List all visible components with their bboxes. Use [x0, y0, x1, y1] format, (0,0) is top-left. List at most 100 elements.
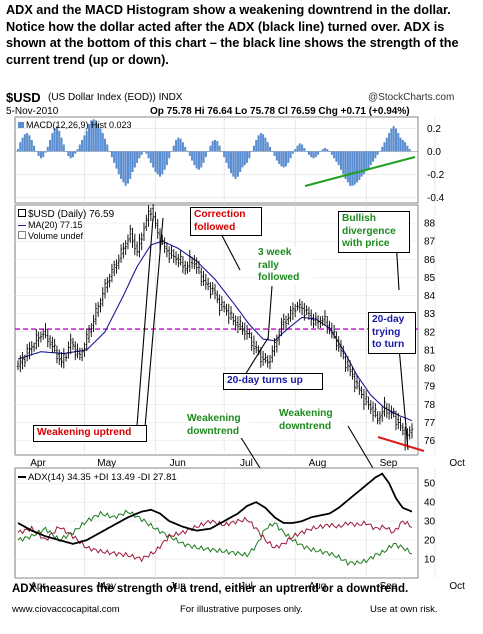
macd-histogram-bar: [168, 151, 171, 159]
macd-histogram-bar: [305, 151, 308, 152]
macd-tick-label: -0.2: [427, 170, 445, 181]
price-tick-label: 81: [424, 345, 436, 356]
macd-histogram-bar: [92, 119, 95, 152]
macd-histogram-bar: [289, 151, 292, 159]
adx-tick-label: 50: [424, 479, 436, 490]
adx-line: [17, 472, 413, 545]
macd-histogram-bar: [362, 151, 365, 175]
price-tick-label: 86: [424, 255, 436, 266]
price-tick-label: 85: [424, 273, 436, 284]
macd-histogram-bar: [323, 147, 326, 152]
macd-histogram-bar: [275, 151, 278, 161]
annotation-20day-trying: 20-day trying to turn: [368, 312, 416, 354]
macd-histogram-bar: [197, 151, 200, 170]
chart-quote: Op 75.78 Hi 76.64 Lo 75.78 Cl 76.59 Chg …: [150, 106, 410, 117]
macd-histogram-bar: [49, 139, 52, 152]
adx-grid: [15, 468, 436, 578]
macd-histogram-bar: [406, 145, 409, 152]
macd-histogram-bar: [367, 151, 370, 169]
macd-tick-label: -0.4: [427, 193, 445, 204]
macd-histogram-bar: [62, 144, 65, 152]
adx-month-label: Sep: [380, 581, 398, 592]
macd-histogram-bar: [172, 145, 175, 152]
macd-histogram-bar: [301, 144, 304, 152]
macd-histogram-bar: [71, 151, 75, 158]
macd-histogram-bar: [106, 144, 109, 152]
bullish-divergence-line: [304, 156, 416, 187]
macd-histogram-bar: [117, 151, 120, 175]
macd-histogram-bar: [358, 151, 361, 181]
macd-histogram-bar: [376, 151, 379, 155]
macd-histogram-bar: [346, 151, 349, 183]
macd-histogram-bar: [390, 128, 393, 152]
macd-histogram-bar: [133, 151, 136, 168]
macd-histogram-bar: [87, 123, 91, 152]
macd-histogram-bar: [94, 120, 97, 152]
macd-histogram-bar: [223, 151, 226, 158]
macd-legend: MACD(12,26,9) Hist 0.023: [18, 120, 132, 130]
macd-histogram-bar: [184, 146, 187, 152]
macd-histogram-bar: [165, 151, 168, 166]
price-axis-ticks: 88 87 86 85 84 83 82 81 80 79 78 77 76: [424, 219, 436, 447]
annotation-bullish-divergence: Bullish divergence with price: [338, 211, 410, 253]
price-month-label: Jun: [170, 458, 186, 469]
macd-histogram-bar: [163, 151, 166, 170]
ma-legend-item: MA(20) 77.15: [18, 220, 114, 231]
macd-histogram-bar: [369, 151, 372, 166]
macd-histogram-bar: [330, 151, 333, 155]
price-tick-label: 84: [424, 291, 436, 302]
macd-histogram-bar: [83, 135, 86, 152]
annotation-weakening-downtrend-1: Weakening downtrend: [187, 413, 249, 438]
macd-histogram-bar: [262, 134, 265, 152]
macd-histogram-bar: [218, 145, 221, 152]
adx-legend-label: ADX(14) 34.35 +DI 13.49 -DI 27.81: [28, 472, 177, 483]
macd-histogram-bar: [158, 151, 162, 177]
macd-histogram-bar: [97, 123, 100, 152]
macd-histogram-bar: [271, 151, 274, 152]
macd-histogram-bar: [209, 145, 212, 152]
macd-histogram-bar: [248, 151, 251, 159]
macd-histogram-bar: [337, 151, 340, 166]
macd-histogram-bar: [342, 151, 345, 175]
adx-tick-label: 30: [424, 517, 436, 528]
macd-histogram-bar: [374, 151, 377, 159]
macd-histogram-bar: [246, 151, 249, 163]
macd-histogram-bar: [191, 151, 194, 161]
price-tick-label: 83: [424, 309, 436, 320]
footer-risk: Use at own risk.: [370, 604, 438, 615]
macd-histogram-bar: [321, 149, 324, 152]
price-month-label: Jul: [240, 458, 253, 469]
macd-histogram-bar: [339, 151, 343, 170]
macd-histogram-bar: [181, 142, 184, 152]
volume-legend-label: Volume undef: [28, 231, 84, 241]
macd-histogram-bar: [204, 151, 207, 158]
macd-histogram-bar: [39, 151, 42, 159]
footer-caption: ADX measures the strength of a trend, ei…: [12, 583, 409, 595]
macd-histogram-bar: [307, 151, 310, 155]
adx-month-label: Aug: [309, 581, 327, 592]
macd-histogram-bar: [175, 139, 178, 152]
macd-histogram-bar: [76, 149, 79, 152]
macd-histogram-bar: [122, 151, 125, 183]
macd-histogram-bar: [140, 151, 143, 155]
minus-di-line: [17, 516, 413, 563]
header-commentary: ADX and the MACD Histogram show a weaken…: [6, 3, 459, 67]
price-tick-label: 79: [424, 382, 436, 393]
macd-histogram-bar: [108, 151, 111, 152]
macd-histogram-bar: [355, 151, 359, 183]
macd-histogram-bar: [124, 151, 127, 186]
macd-histogram-bar: [326, 149, 329, 152]
macd-histogram-bar: [278, 151, 281, 165]
macd-histogram-bar: [19, 142, 22, 152]
macd-histogram-bar: [55, 126, 58, 152]
macd-histogram-bar: [353, 151, 356, 185]
macd-histogram-bar: [177, 137, 180, 152]
price-tick-label: 78: [424, 400, 436, 411]
macd-tick-label: 0.2: [427, 124, 441, 135]
macd-histogram-bar: [401, 139, 404, 152]
macd-histogram-bar: [110, 151, 113, 158]
macd-histogram-bar: [220, 151, 223, 152]
macd-histogram-bar: [268, 146, 272, 152]
macd-histogram-bar: [60, 137, 63, 152]
macd-histogram-bar: [372, 151, 375, 162]
